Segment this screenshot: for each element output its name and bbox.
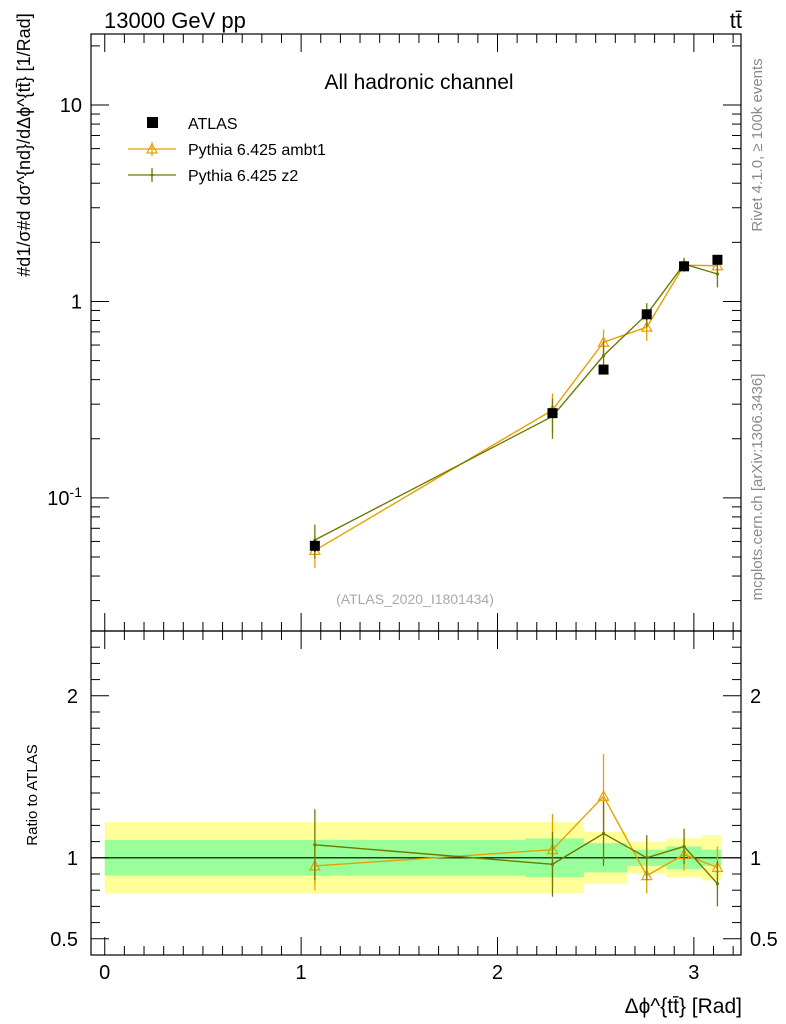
legend: ATLAS Pythia 6.425 ambt1 Pythia 6.425 z2 (128, 116, 326, 185)
x-tick-label: 3 (688, 962, 699, 984)
series-line-ambt1 (314, 264, 718, 552)
ratio-tick-label-left: 1 (67, 848, 78, 870)
series-layer (308, 254, 724, 907)
point-ambt1 (640, 320, 653, 332)
y-tick-label: 10-1 (47, 484, 82, 510)
x-tick-label: 2 (492, 962, 503, 984)
legend-marker-atlas (147, 117, 158, 128)
ratio-point-ambt1 (597, 790, 610, 801)
data-point (309, 540, 320, 551)
analysis-id: (ATLAS_2020_I1801434) (336, 591, 494, 607)
x-tick-label: 0 (99, 962, 110, 984)
ratio-point-z2 (682, 844, 686, 849)
y-tick-label: 1 (71, 291, 82, 313)
data-point (598, 364, 609, 375)
process-label: tt̄ (730, 8, 742, 33)
ratio-y-axis-label: Ratio to ATLAS (24, 744, 41, 845)
rivet-label: Rivet 4.1.0, ≥ 100k events (749, 58, 766, 231)
data-point (641, 309, 652, 320)
series-line-z2 (314, 263, 718, 541)
ratio-line-z2 (314, 832, 718, 885)
legend-marker-ambt1 (145, 142, 159, 154)
legend-label-z2: Pythia 6.425 z2 (188, 168, 298, 185)
point-z2 (601, 354, 606, 358)
ratio-tick-label-right: 1 (750, 848, 761, 870)
data-point (712, 254, 723, 265)
axis-ticks: 0 1 2 3 10-1 1 10 0.5 0.5 1 1 2 2 (47, 34, 778, 984)
ratio-point-z2 (601, 831, 606, 836)
ratio-tick-label-left: 2 (67, 686, 78, 708)
energy-label: 13000 GeV pp (104, 8, 246, 33)
ratio-tick-label-left: 0.5 (50, 929, 78, 951)
ratio-point-z2 (645, 856, 649, 860)
data-point (679, 261, 690, 272)
legend-marker-z2 (150, 173, 154, 177)
legend-label-ambt1: Pythia 6.425 ambt1 (188, 142, 326, 159)
ratio-line-ambt1 (314, 795, 718, 877)
ratio-plot-frame (90, 630, 742, 956)
y-axis-label: #d1/σ#d dσ^{nd}/dΔϕ^{tt̄} [1/Rad] (14, 13, 34, 276)
point-z2 (715, 272, 720, 276)
data-point (547, 408, 558, 419)
y-tick-label: 10 (60, 95, 82, 117)
ratio-point-z2 (313, 843, 317, 847)
x-axis-label: Δϕ^{tt̄} [Rad] (625, 995, 742, 1018)
ratio-point-z2 (715, 882, 720, 886)
ratio-point-z2 (550, 862, 555, 866)
ratio-bands (91, 822, 741, 894)
ratio-tick-label-right: 2 (750, 686, 761, 708)
ratio-tick-label-right: 0.5 (750, 929, 778, 951)
mcplots-label: mcplots.cern.ch [arXiv:1306.3436] (749, 374, 766, 601)
legend-label-atlas: ATLAS (188, 116, 238, 133)
chart-title: All hadronic channel (324, 71, 513, 94)
x-tick-label: 1 (296, 962, 307, 984)
